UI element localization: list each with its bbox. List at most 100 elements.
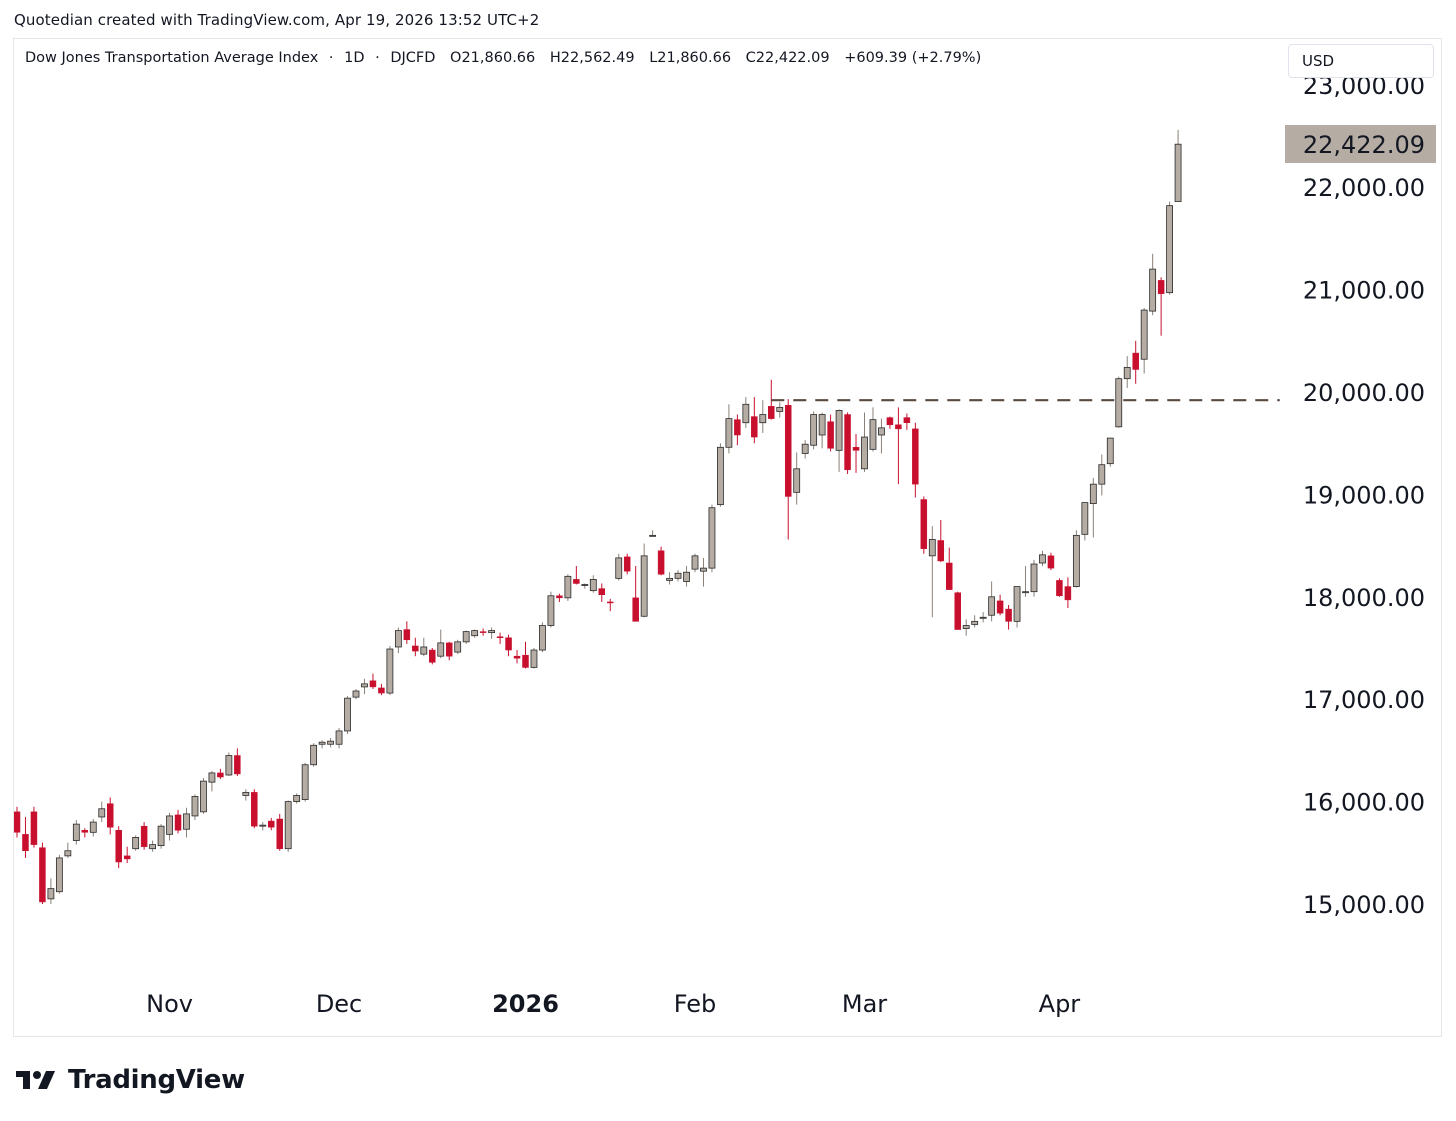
candle — [157, 824, 165, 849]
candle-body — [437, 642, 445, 657]
candle — [530, 648, 538, 669]
candle-body — [1056, 580, 1063, 597]
candle — [1089, 478, 1097, 538]
price-tick-label: 16,000.00 — [1303, 789, 1425, 817]
candle — [445, 641, 453, 661]
candle-body — [191, 796, 199, 817]
candle — [1140, 308, 1148, 374]
candle — [242, 789, 250, 801]
candle-body — [539, 625, 546, 651]
tradingview-logo[interactable]: TradingView — [16, 1064, 245, 1096]
candle — [505, 634, 512, 657]
last-price-badge — [1285, 124, 1436, 163]
candle — [632, 566, 639, 622]
candle-body — [1022, 591, 1029, 594]
candle — [946, 547, 953, 590]
candle — [725, 404, 733, 454]
currency-selector[interactable]: USD — [1288, 44, 1434, 78]
candle — [276, 813, 283, 851]
candle — [14, 806, 21, 838]
candle — [352, 688, 360, 700]
candle-body — [734, 419, 741, 436]
candle-body — [1098, 464, 1106, 485]
candle — [378, 683, 385, 696]
candle-body — [14, 811, 21, 833]
time-tick-label: Dec — [316, 990, 362, 1018]
candle-body — [327, 740, 334, 745]
candle-body — [98, 808, 106, 818]
time-tick-label: 2026 — [492, 990, 559, 1018]
candle — [1132, 340, 1139, 384]
candle-body — [115, 830, 122, 863]
candle — [793, 452, 801, 505]
candle-body — [123, 855, 131, 860]
candle — [818, 412, 826, 449]
candle-body — [530, 649, 538, 668]
candle — [1039, 550, 1046, 567]
candle — [573, 566, 580, 585]
candle-body — [81, 830, 89, 833]
candle-body — [1115, 378, 1123, 428]
candle — [208, 770, 216, 792]
candle-body — [39, 847, 46, 903]
candle-body — [1013, 586, 1021, 622]
candle-body — [928, 539, 936, 557]
symbol-legend[interactable]: Dow Jones Transportation Average Index ·… — [25, 50, 981, 66]
last-price-label: 22,422.09 — [1303, 131, 1425, 159]
candle — [386, 645, 394, 696]
candle — [200, 778, 207, 814]
candle — [39, 842, 46, 904]
candle-body — [259, 824, 267, 827]
legend-open: O21,860.66 — [450, 50, 536, 66]
candle-body — [234, 755, 241, 775]
candle-body — [827, 421, 834, 449]
candle — [581, 583, 589, 589]
candle — [979, 612, 987, 623]
candle — [361, 678, 368, 695]
candle — [471, 629, 479, 638]
candle — [835, 409, 843, 472]
candle — [1047, 552, 1055, 571]
candle-body — [589, 578, 597, 592]
price-tick-label: 19,000.00 — [1303, 481, 1425, 509]
candle — [310, 743, 318, 767]
candle — [674, 570, 682, 582]
candle-body — [903, 417, 911, 423]
price-tick-label: 21,000.00 — [1303, 277, 1425, 305]
candle-body — [861, 436, 868, 470]
candle-body — [454, 641, 462, 653]
price-tick-label: 18,000.00 — [1303, 584, 1425, 612]
candle-body — [335, 730, 343, 745]
candle — [327, 738, 334, 748]
candle-body — [1072, 534, 1080, 587]
candle — [988, 581, 996, 622]
candle — [420, 637, 428, 657]
candle — [394, 627, 402, 654]
candle-body — [598, 588, 606, 596]
candle — [861, 412, 868, 472]
candle-body — [1166, 205, 1173, 294]
tradingview-logo-text: TradingView — [68, 1065, 245, 1095]
candle — [937, 520, 945, 562]
candle-body — [1140, 309, 1148, 360]
candle — [183, 807, 190, 838]
candle-body — [607, 601, 614, 604]
chart-frame[interactable] — [13, 38, 1442, 1037]
candle-body — [403, 629, 411, 641]
candle-body — [878, 427, 885, 436]
candle — [132, 835, 140, 851]
candle-body — [183, 813, 190, 830]
candle-body — [471, 630, 479, 637]
candle — [522, 641, 529, 669]
candle — [640, 543, 648, 618]
candle — [344, 696, 351, 735]
candle-body — [72, 823, 80, 841]
candle — [928, 526, 936, 618]
candle — [234, 748, 241, 776]
candle-body — [768, 406, 775, 419]
candle-body — [971, 620, 979, 625]
candle — [607, 598, 614, 612]
candle — [268, 817, 275, 831]
candle-body — [225, 755, 233, 776]
